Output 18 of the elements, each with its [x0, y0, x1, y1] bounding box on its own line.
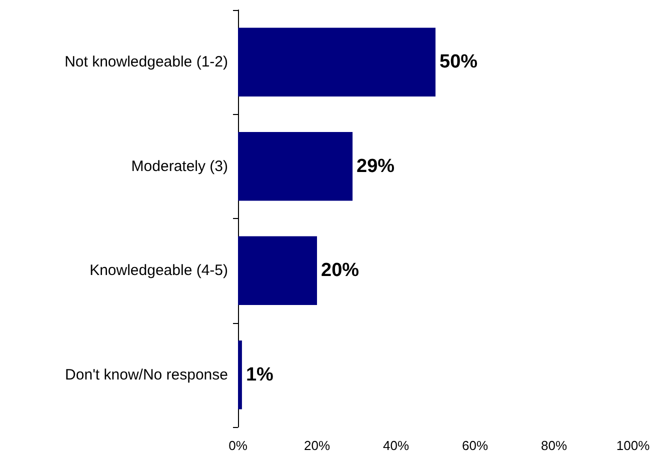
y-tick-label: Not knowledgeable (1-2) — [64, 54, 228, 71]
data-label: 20% — [321, 260, 360, 282]
data-label: 1% — [246, 364, 274, 386]
x-tick-label: 80% — [540, 438, 568, 453]
bar — [238, 340, 242, 410]
bar — [238, 28, 436, 97]
data-label: 50% — [440, 52, 478, 73]
data-label: 29% — [356, 156, 395, 177]
x-tick-label: 60% — [462, 438, 488, 453]
bar — [238, 236, 317, 306]
x-tick-label: 100% — [616, 438, 650, 453]
x-tick-label: 40% — [382, 438, 410, 453]
x-tick-label: 0% — [228, 438, 248, 453]
bar — [238, 132, 353, 201]
y-tick-label: Don't know/No response — [65, 366, 228, 384]
y-tick-label: Moderately (3) — [131, 158, 228, 175]
x-tick-label: 20% — [304, 438, 330, 453]
y-tick-label: Knowledgeable (4-5) — [90, 262, 228, 280]
